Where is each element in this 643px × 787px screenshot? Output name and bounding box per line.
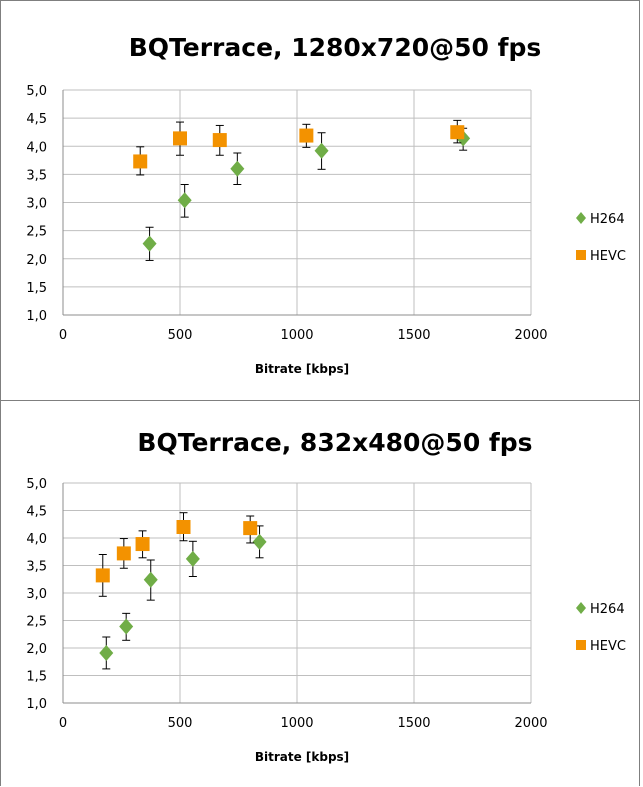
- y-tick-label: 1,0: [26, 697, 47, 712]
- y-tick-label: 2,5: [26, 225, 47, 240]
- y-tick-label: 2,0: [26, 253, 47, 268]
- chart-title: BQTerrace, 1280x720@50 fps: [129, 33, 542, 62]
- data-point-hevc: [450, 125, 465, 140]
- data-point-h264: [119, 618, 134, 635]
- data-point-h264: [143, 571, 158, 588]
- y-tick-label: 1,5: [26, 281, 47, 296]
- data-point-h264: [177, 192, 192, 209]
- legend-label-hevc: HEVC: [590, 639, 626, 654]
- y-tick-label: 4,5: [26, 112, 47, 127]
- y-tick-label: 3,0: [26, 587, 47, 602]
- data-point-h264: [185, 550, 200, 567]
- chart-panel-832x480: BQTerrace, 832x480@50 fps 1,0 1,5 2,0 2,5 3,0…: [0, 400, 640, 786]
- chart-panel-1280x720: BQTerrace, 1280x720@50 fps 1,0 1,5 2,0 2,5 3,…: [0, 0, 640, 401]
- data-point-hevc: [299, 128, 314, 143]
- legend-label-hevc: HEVC: [590, 249, 626, 264]
- chart-1280x720-svg: BQTerrace, 1280x720@50 fps 1,0 1,5 2,0 2,5 3,…: [26, 33, 626, 376]
- y-tick-label: 3,5: [26, 560, 47, 575]
- chart-832x480-svg: BQTerrace, 832x480@50 fps 1,0 1,5 2,0 2,5 3,0…: [26, 428, 626, 764]
- x-tick-label: 0: [59, 328, 67, 343]
- legend-marker-hevc: [576, 640, 586, 650]
- y-tick-label: 3,0: [26, 197, 47, 212]
- legend-marker-h264: [576, 602, 586, 614]
- x-tick-label: 2000: [514, 716, 547, 731]
- data-point-hevc: [133, 154, 148, 169]
- x-tick-label: 1500: [397, 328, 430, 343]
- y-tick-label: 3,5: [26, 168, 47, 183]
- data-point-hevc: [173, 131, 187, 146]
- data-point-hevc: [212, 133, 227, 148]
- data-point-hevc: [116, 546, 131, 561]
- y-tick-label: 2,0: [26, 642, 47, 657]
- data-point-h264: [314, 142, 329, 159]
- x-tick-label: 1000: [280, 328, 313, 343]
- y-tick-label: 4,5: [26, 505, 47, 520]
- data-point-h264: [142, 235, 157, 252]
- y-tick-label: 5,0: [26, 84, 47, 99]
- legend-label-h264: H264: [590, 212, 625, 227]
- y-tick-label: 4,0: [26, 532, 47, 547]
- data-point-h264: [230, 160, 245, 177]
- data-point-hevc: [243, 521, 258, 536]
- data-point-hevc: [95, 568, 110, 583]
- data-point-hevc: [135, 537, 150, 552]
- legend-marker-hevc: [576, 250, 586, 260]
- x-tick-label: 500: [168, 716, 193, 731]
- x-tick-label: 1000: [280, 716, 313, 731]
- legend-marker-h264: [576, 212, 586, 224]
- x-tick-label: 1500: [397, 716, 430, 731]
- data-point-h264: [252, 533, 267, 550]
- y-tick-label: 1,5: [26, 670, 47, 685]
- x-tick-label: 0: [59, 716, 67, 731]
- x-axis-label: Bitrate [kbps]: [255, 750, 349, 764]
- data-point-hevc: [176, 520, 191, 534]
- x-axis-label: Bitrate [kbps]: [255, 362, 349, 376]
- legend-label-h264: H264: [590, 602, 625, 617]
- y-tick-label: 1,0: [26, 309, 47, 324]
- y-tick-label: 5,0: [26, 477, 47, 492]
- y-tick-label: 4,0: [26, 140, 47, 155]
- x-tick-label: 500: [168, 328, 193, 343]
- chart-title: BQTerrace, 832x480@50 fps: [137, 428, 532, 457]
- data-point-h264: [99, 644, 114, 661]
- y-tick-label: 2,5: [26, 615, 47, 630]
- x-tick-label: 2000: [514, 328, 547, 343]
